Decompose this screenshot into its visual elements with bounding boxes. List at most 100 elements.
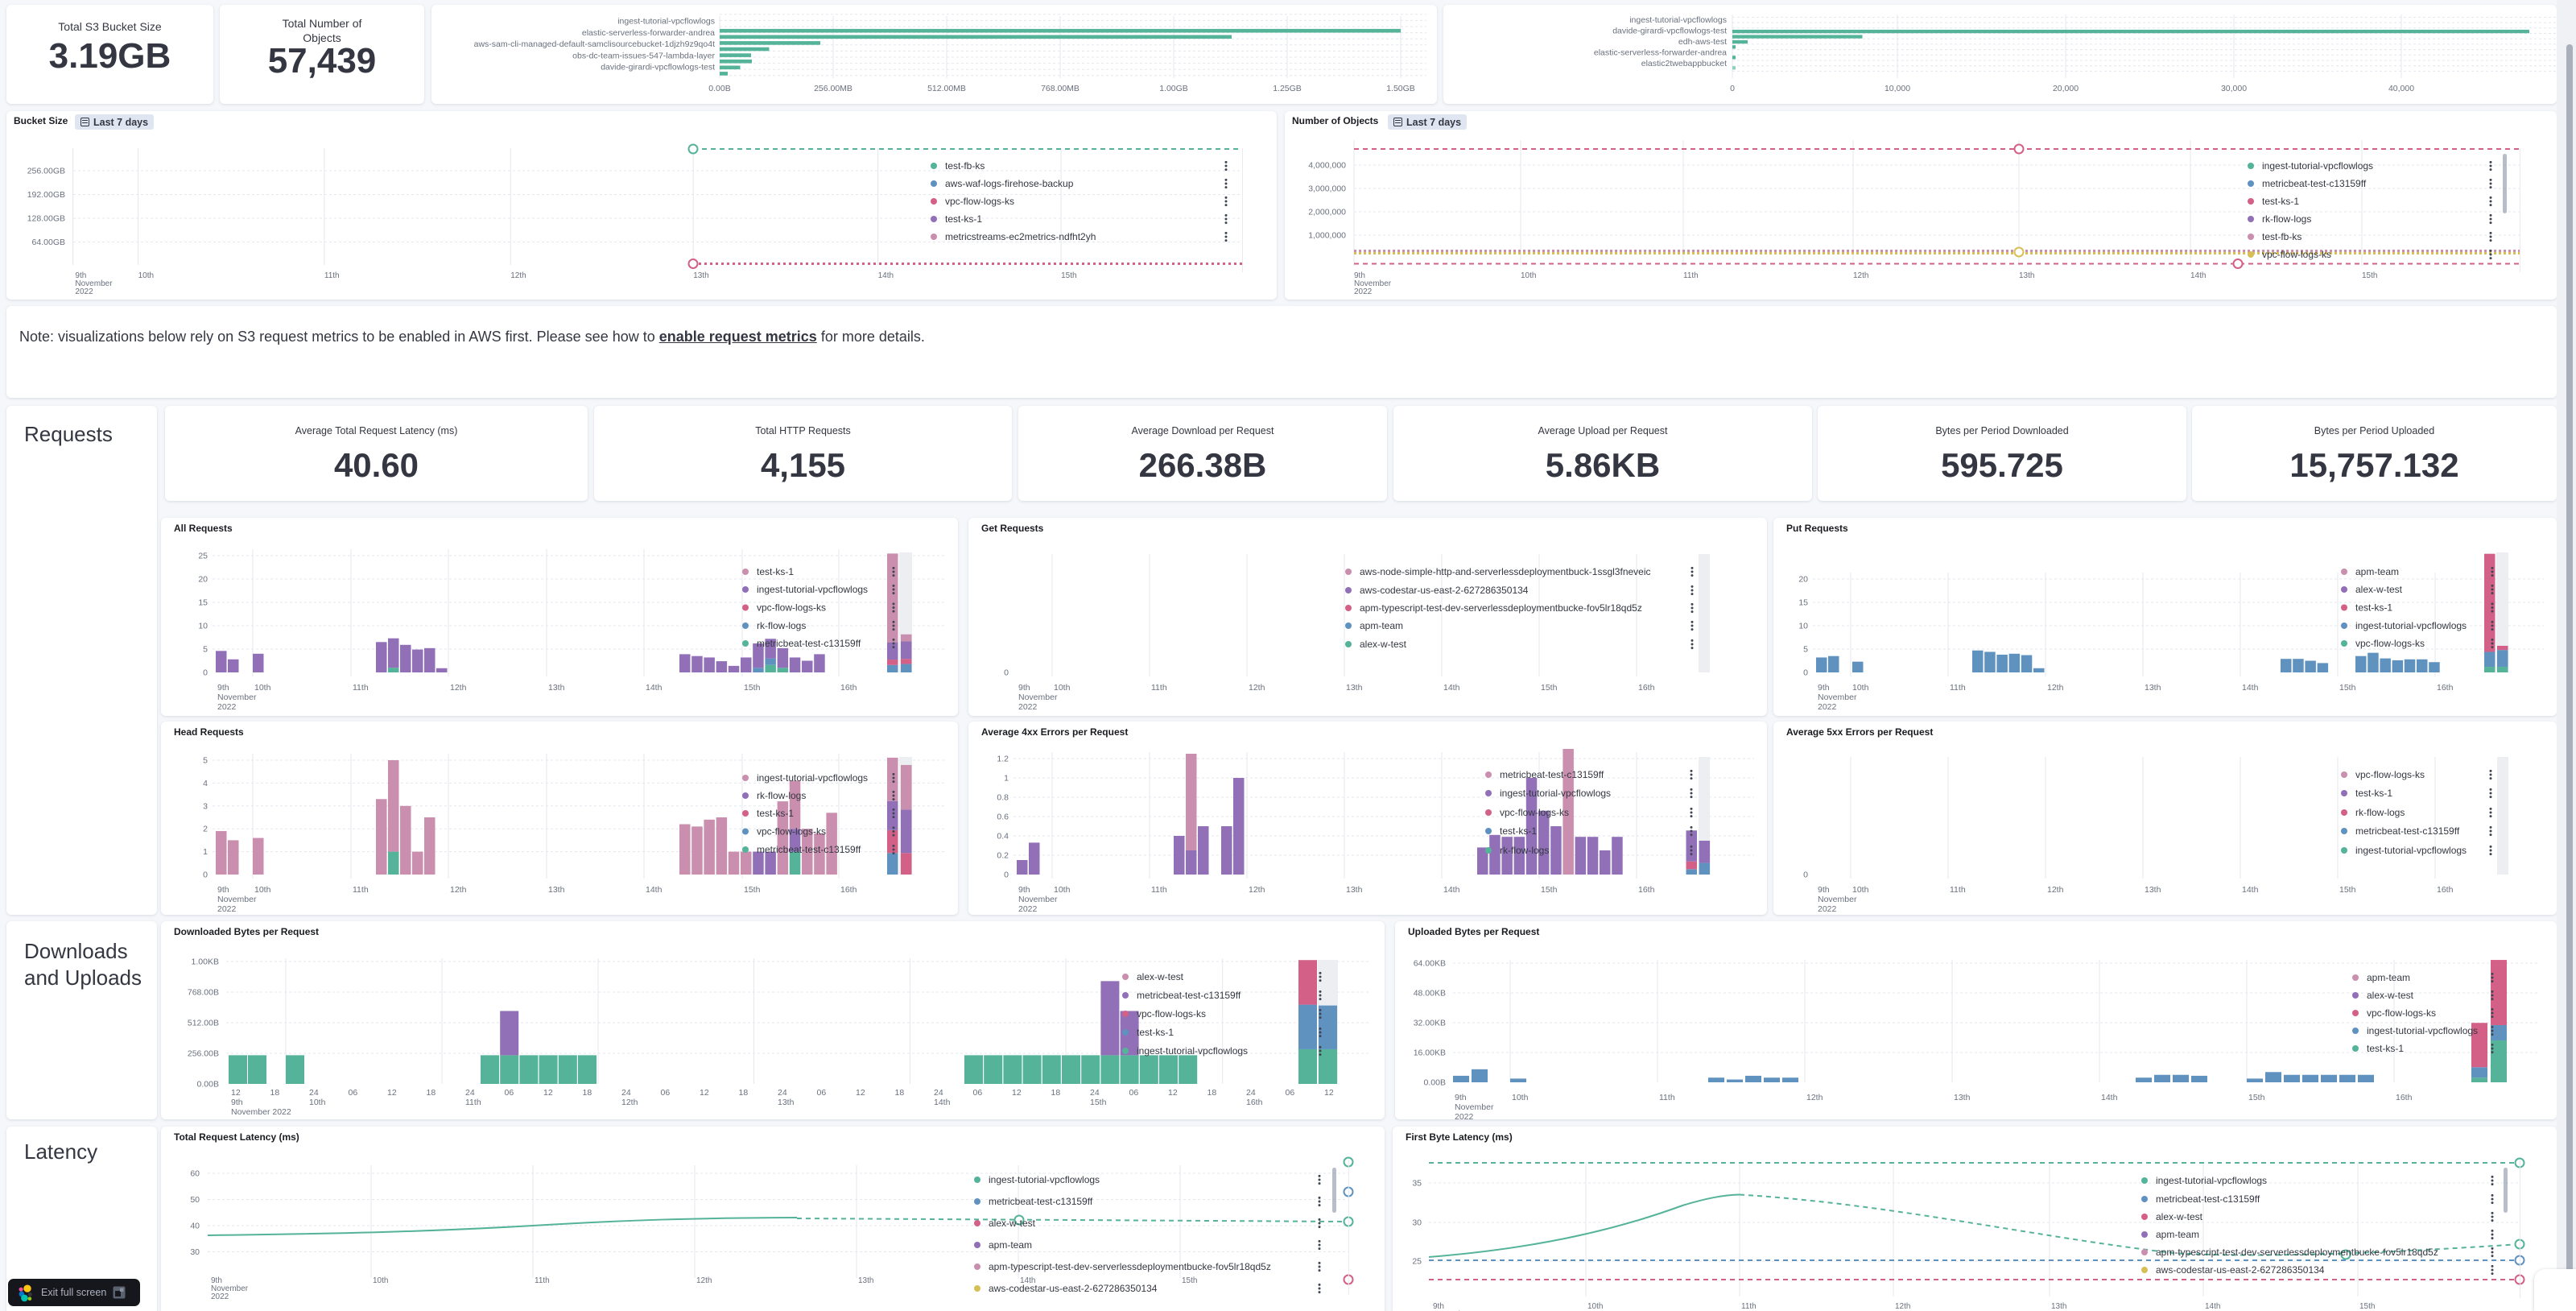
svg-text:November: November	[1018, 895, 1058, 904]
svg-text:12: 12	[543, 1088, 553, 1098]
svg-text:elastic-serverless-forwarder-a: elastic-serverless-forwarder-andrea	[582, 28, 715, 38]
svg-text:24: 24	[778, 1088, 787, 1098]
svg-text:0: 0	[1004, 668, 1009, 678]
svg-text:14th: 14th	[878, 271, 894, 280]
svg-text:35: 35	[1412, 1179, 1422, 1189]
svg-text:metricbeat-test-c13159ff: metricbeat-test-c13159ff	[2262, 178, 2367, 189]
svg-text:edh-aws-test: edh-aws-test	[1678, 37, 1727, 47]
svg-text:12: 12	[387, 1088, 397, 1098]
svg-text:9th: 9th	[231, 1098, 243, 1107]
svg-text:vpc-flow-logs-ks: vpc-flow-logs-ks	[2355, 769, 2425, 780]
svg-text:test-ks-1: test-ks-1	[945, 213, 982, 225]
svg-text:18: 18	[427, 1088, 436, 1098]
svg-text:apm-team: apm-team	[2156, 1229, 2199, 1240]
svg-text:192.00GB: 192.00GB	[27, 190, 65, 200]
svg-text:13th: 13th	[2145, 683, 2161, 693]
svg-text:1: 1	[203, 847, 208, 857]
svg-text:2022: 2022	[1455, 1112, 1474, 1119]
svg-text:10th: 10th	[1054, 885, 1071, 895]
svg-text:0: 0	[203, 668, 208, 678]
svg-text:apm-typescript-test-dev-server: apm-typescript-test-dev-serverlessdeploy…	[1360, 602, 1642, 614]
svg-text:vpc-flow-logs-ks: vpc-flow-logs-ks	[1500, 807, 1569, 818]
svg-text:14th: 14th	[1020, 1276, 1035, 1285]
svg-text:apm-team: apm-team	[1360, 620, 1403, 631]
svg-text:13th: 13th	[1346, 683, 1363, 693]
svg-text:48.00KB: 48.00KB	[1414, 989, 1446, 999]
svg-text:vpc-flow-logs-ks: vpc-flow-logs-ks	[2355, 638, 2425, 649]
svg-text:768.00B: 768.00B	[188, 988, 219, 998]
svg-text:512.00B: 512.00B	[188, 1019, 219, 1028]
svg-text:24: 24	[1246, 1088, 1256, 1098]
svg-text:0.00B: 0.00B	[708, 84, 730, 93]
svg-text:11th: 11th	[1950, 885, 1966, 895]
svg-text:16th: 16th	[1638, 683, 1655, 693]
svg-text:16th: 16th	[2437, 683, 2454, 693]
svg-text:60: 60	[190, 1169, 200, 1179]
svg-text:12th: 12th	[1249, 885, 1265, 895]
svg-text:15th: 15th	[1541, 885, 1558, 895]
svg-text:November: November	[1818, 895, 1857, 904]
svg-text:1: 1	[1004, 774, 1009, 784]
svg-text:2022: 2022	[1018, 904, 1038, 914]
svg-text:5: 5	[203, 645, 208, 655]
svg-text:9th: 9th	[217, 885, 229, 895]
svg-text:12: 12	[1168, 1088, 1178, 1098]
svg-text:12th: 12th	[1806, 1093, 1823, 1102]
svg-text:18: 18	[1208, 1088, 1217, 1098]
svg-text:ingest-tutorial-vpcflowlogs: ingest-tutorial-vpcflowlogs	[2355, 620, 2467, 631]
svg-text:3: 3	[203, 801, 208, 811]
svg-text:16th: 16th	[840, 683, 857, 693]
svg-text:13th: 13th	[2051, 1302, 2066, 1311]
svg-text:vpc-flow-logs-ks: vpc-flow-logs-ks	[757, 826, 826, 837]
svg-text:13th: 13th	[1346, 885, 1363, 895]
svg-text:1.00GB: 1.00GB	[1159, 84, 1188, 93]
svg-text:2022: 2022	[217, 904, 237, 914]
svg-text:15th: 15th	[1090, 1098, 1107, 1107]
svg-text:12th: 12th	[450, 885, 467, 895]
svg-text:256.00B: 256.00B	[188, 1049, 219, 1059]
svg-text:ingest-tutorial-vpcflowlogs: ingest-tutorial-vpcflowlogs	[1137, 1045, 1248, 1057]
svg-text:ingest-tutorial-vpcflowlogs: ingest-tutorial-vpcflowlogs	[757, 584, 868, 595]
svg-text:14th: 14th	[2205, 1302, 2220, 1311]
svg-text:0: 0	[1803, 871, 1808, 880]
svg-text:768.00MB: 768.00MB	[1041, 84, 1080, 93]
svg-text:50: 50	[190, 1195, 200, 1205]
svg-text:15th: 15th	[1182, 1276, 1197, 1285]
svg-text:06: 06	[1129, 1088, 1139, 1098]
svg-text:aws-codestar-us-east-2-6272863: aws-codestar-us-east-2-627286350134	[1360, 585, 1529, 596]
svg-text:18: 18	[1051, 1088, 1061, 1098]
svg-text:16th: 16th	[2396, 1093, 2413, 1102]
svg-text:4: 4	[203, 779, 208, 788]
svg-text:10th: 10th	[1512, 1093, 1529, 1102]
svg-text:1.25GB: 1.25GB	[1273, 84, 1302, 93]
svg-text:1.50GB: 1.50GB	[1386, 84, 1415, 93]
svg-text:06: 06	[1286, 1088, 1295, 1098]
svg-text:apm-team: apm-team	[2367, 972, 2410, 983]
svg-text:14th: 14th	[1443, 885, 1460, 895]
svg-text:5: 5	[203, 756, 208, 766]
svg-text:64.00KB: 64.00KB	[1414, 959, 1446, 969]
svg-text:11th: 11th	[1151, 683, 1167, 693]
svg-text:12: 12	[1012, 1088, 1022, 1098]
svg-text:test-ks-1: test-ks-1	[757, 808, 794, 819]
svg-text:14th: 14th	[934, 1098, 951, 1107]
svg-text:12th: 12th	[1249, 683, 1265, 693]
svg-text:9th: 9th	[1354, 271, 1365, 280]
svg-text:15th: 15th	[2359, 1302, 2375, 1311]
svg-text:06: 06	[505, 1088, 514, 1098]
svg-text:9th: 9th	[1433, 1302, 1444, 1311]
svg-text:metricbeat-test-c13159ff: metricbeat-test-c13159ff	[1500, 769, 1604, 780]
svg-text:ingest-tutorial-vpcflowlogs: ingest-tutorial-vpcflowlogs	[989, 1174, 1100, 1185]
svg-text:1.00KB: 1.00KB	[192, 957, 219, 967]
svg-text:10th: 10th	[138, 271, 154, 280]
svg-text:2022: 2022	[1018, 702, 1038, 712]
svg-text:18: 18	[895, 1088, 905, 1098]
svg-text:November 2022: November 2022	[231, 1107, 291, 1117]
svg-text:10th: 10th	[1587, 1302, 1603, 1311]
svg-text:10,000: 10,000	[1885, 84, 1910, 93]
svg-text:vpc-flow-logs-ks: vpc-flow-logs-ks	[945, 196, 1014, 207]
svg-text:2022: 2022	[75, 287, 93, 296]
svg-text:rk-flow-logs: rk-flow-logs	[1500, 845, 1549, 856]
svg-text:vpc-flow-logs-ks: vpc-flow-logs-ks	[2367, 1007, 2436, 1019]
svg-text:10th: 10th	[373, 1276, 388, 1285]
